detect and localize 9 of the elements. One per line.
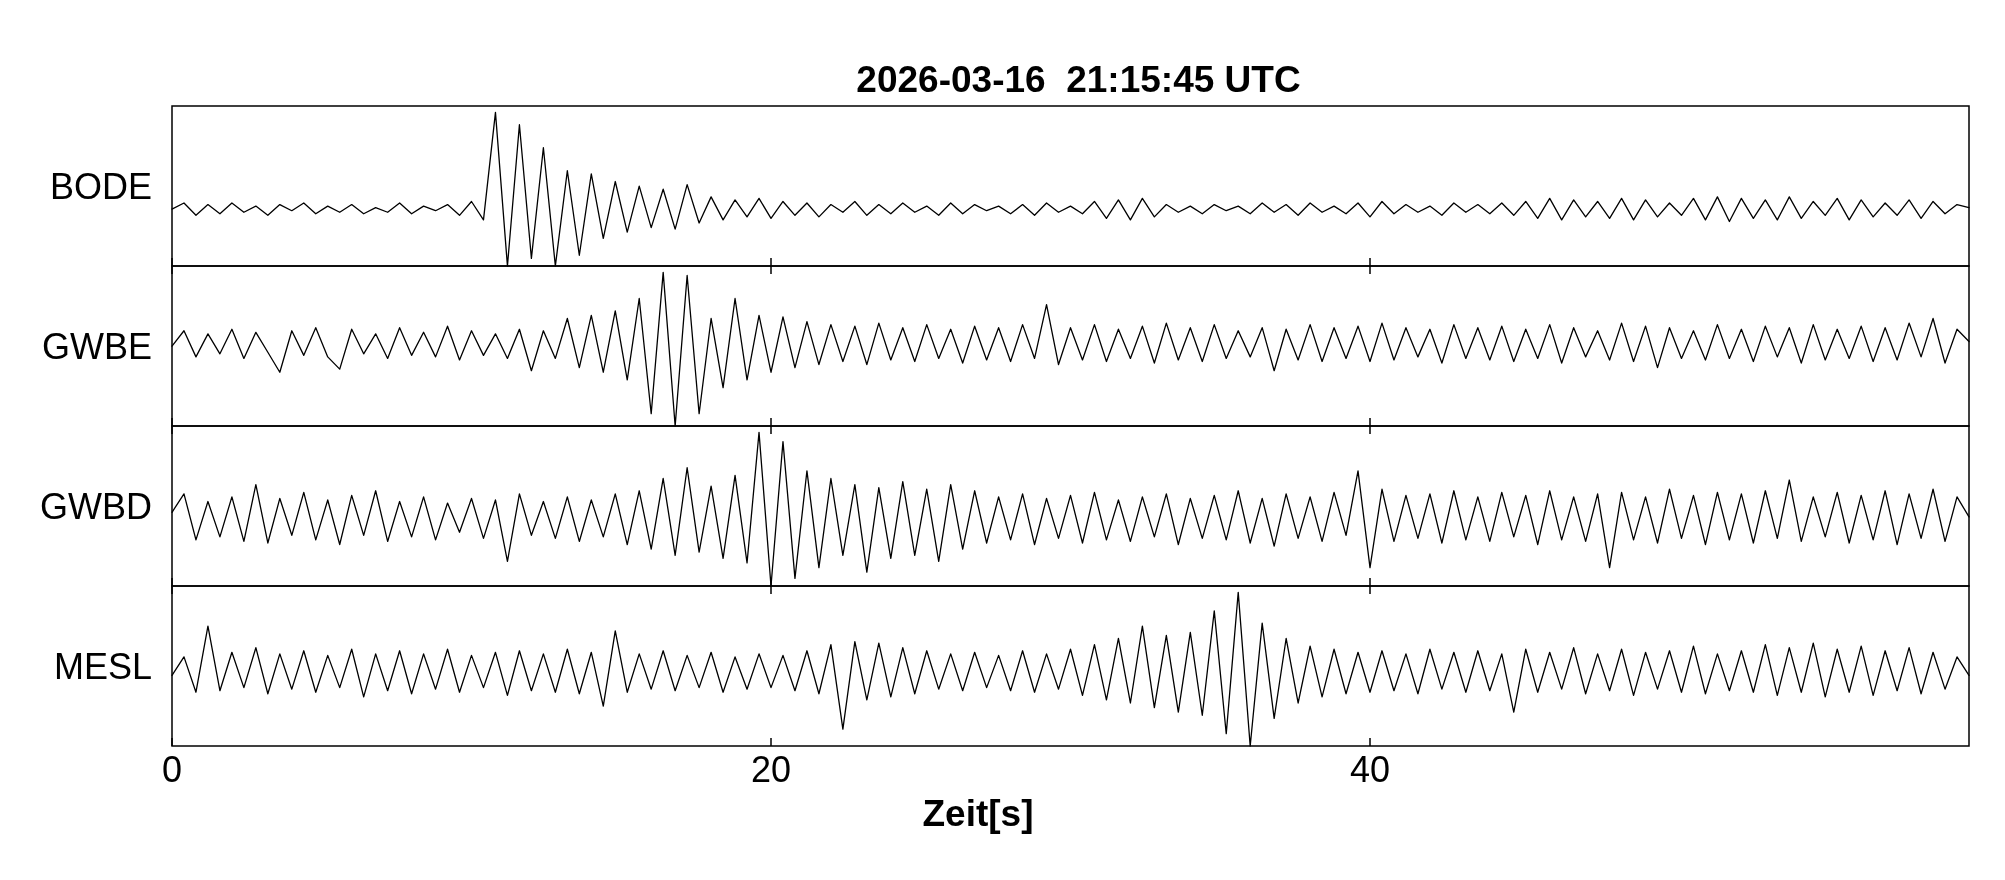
x-axis-title: Zeit[s] bbox=[922, 793, 1034, 834]
y-axis-title: BODE bbox=[49, 165, 152, 207]
y-axis-title: GWBE bbox=[41, 325, 152, 367]
x-tick-label: 0 bbox=[161, 749, 183, 790]
x-tick-label: 40 bbox=[1349, 749, 1391, 790]
chart-title: 2026-03-16 21:15:45 UTC bbox=[856, 59, 1301, 100]
y-axis-title: MESL bbox=[53, 645, 152, 687]
y-axis-title: GWBD bbox=[40, 485, 152, 527]
x-tick-label: 20 bbox=[750, 749, 792, 790]
